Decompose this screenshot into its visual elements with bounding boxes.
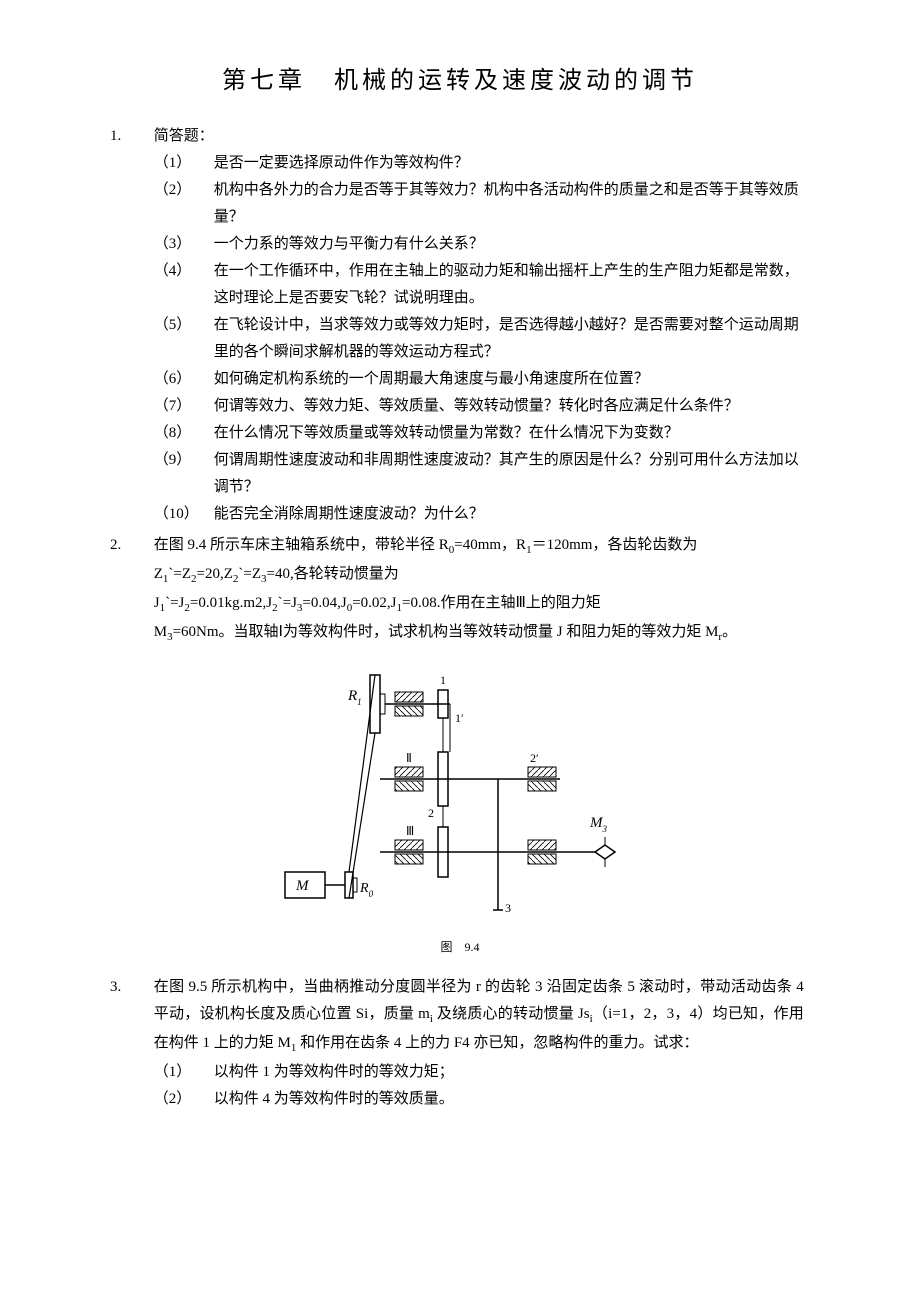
m3-label: M3 — [589, 815, 608, 834]
problem-text: J1`=J2=0.01kg.m2,J2`=J3=0.04,J0=0.02,J1=… — [154, 590, 804, 619]
label-1p: 1′ — [455, 711, 464, 725]
problem-2: 2. 在图 9.4 所示车床主轴箱系统中，带轮半径 R0=40mm，R1＝120… — [110, 532, 810, 647]
sub-item: （7）何谓等效力、等效力矩、等效质量、等效转动惯量？转化时各应满足什么条件？ — [154, 393, 804, 420]
sub-num: （10） — [154, 501, 214, 528]
sub-item: （6）如何确定机构系统的一个周期最大角速度与最小角速度所在位置？ — [154, 366, 804, 393]
sub-text: 在什么情况下等效质量或等效转动惯量为常数？在什么情况下为变数？ — [214, 420, 679, 447]
sub-text: 何谓周期性速度波动和非周期性速度波动？其产生的原因是什么？分别可用什么方法加以调… — [214, 447, 804, 501]
chapter-title: 第七章 机械的运转及速度波动的调节 — [110, 60, 810, 103]
sub-text: 何谓等效力、等效力矩、等效质量、等效转动惯量？转化时各应满足什么条件？ — [214, 393, 739, 420]
sub-text: 如何确定机构系统的一个周期最大角速度与最小角速度所在位置？ — [214, 366, 649, 393]
sub-num: （3） — [154, 231, 214, 258]
problem-3: 3. 在图 9.5 所示机构中，当曲柄推动分度圆半径为 r 的齿轮 3 沿固定齿… — [110, 974, 810, 1113]
problem-number: 2. — [110, 532, 150, 559]
sub-num: （1） — [154, 150, 214, 177]
problem-number: 1. — [110, 123, 150, 150]
sub-item: （1）以构件 1 为等效构件时的等效力矩； — [154, 1059, 804, 1086]
figure-caption: 图 9.4 — [110, 937, 810, 959]
sub-num: （9） — [154, 447, 214, 501]
problem-text: M3=60Nm。当取轴Ⅰ为等效构件时，试求机构当等效转动惯量 J 和阻力矩的等效… — [154, 619, 804, 648]
sub-num: （6） — [154, 366, 214, 393]
label-1: 1 — [440, 673, 446, 687]
motor-label: M — [295, 878, 310, 894]
sub-num: （1） — [154, 1059, 214, 1086]
sub-num: （8） — [154, 420, 214, 447]
label-3: 3 — [505, 901, 511, 915]
sub-text: 以构件 4 为等效构件时的等效质量。 — [214, 1086, 454, 1113]
sub-text: 以构件 1 为等效构件时的等效力矩； — [214, 1059, 454, 1086]
sub-text: 在一个工作循环中，作用在主轴上的驱动力矩和输出摇杆上产生的生产阻力矩都是常数，这… — [214, 258, 804, 312]
problem-text: 在图 9.4 所示车床主轴箱系统中，带轮半径 R0=40mm，R1＝120mm，… — [154, 532, 804, 561]
sub-item: （2）机构中各外力的合力是否等于其等效力？机构中各活动构件的质量之和是否等于其等… — [154, 177, 804, 231]
sub-text: 是否一定要选择原动件作为等效构件？ — [214, 150, 469, 177]
problem-head: 简答题： — [154, 123, 804, 150]
sub-num: （7） — [154, 393, 214, 420]
sub-item: （2）以构件 4 为等效构件时的等效质量。 — [154, 1086, 804, 1113]
sub-num: （2） — [154, 177, 214, 231]
label-2: 2 — [428, 806, 434, 820]
problem-text: Z1`=Z2=20,Z2`=Z3=40,各轮转动惯量为 — [154, 561, 804, 590]
r1-label: R1 — [347, 688, 362, 707]
sub-item: （10）能否完全消除周期性速度波动？为什么？ — [154, 501, 804, 528]
r0-label: R0 — [359, 881, 374, 899]
label-ii: Ⅱ — [406, 751, 412, 765]
sub-item: （9）何谓周期性速度波动和非周期性速度波动？其产生的原因是什么？分别可用什么方法… — [154, 447, 804, 501]
sub-text: 一个力系的等效力与平衡力有什么关系？ — [214, 231, 484, 258]
sub-text: 机构中各外力的合力是否等于其等效力？机构中各活动构件的质量之和是否等于其等效质量… — [214, 177, 804, 231]
problem-1: 1. 简答题： （1）是否一定要选择原动件作为等效构件？ （2）机构中各外力的合… — [110, 123, 810, 528]
label-iii: Ⅲ — [406, 824, 414, 838]
sub-item: （8）在什么情况下等效质量或等效转动惯量为常数？在什么情况下为变数？ — [154, 420, 804, 447]
sub-item: （4）在一个工作循环中，作用在主轴上的驱动力矩和输出摇杆上产生的生产阻力矩都是常… — [154, 258, 804, 312]
sub-num: （4） — [154, 258, 214, 312]
sub-num: （2） — [154, 1086, 214, 1113]
problem-text: 在图 9.5 所示机构中，当曲柄推动分度圆半径为 r 的齿轮 3 沿固定齿条 5… — [154, 974, 804, 1059]
figure-9-4: M R0 R1 1 1′ Ⅱ 2 — [110, 662, 810, 959]
sub-item: （3）一个力系的等效力与平衡力有什么关系？ — [154, 231, 804, 258]
sub-text: 能否完全消除周期性速度波动？为什么？ — [214, 501, 484, 528]
sub-item: （5）在飞轮设计中，当求等效力或等效力矩时，是否选得越小越好？是否需要对整个运动… — [154, 312, 804, 366]
sub-item: （1）是否一定要选择原动件作为等效构件？ — [154, 150, 804, 177]
sub-text: 在飞轮设计中，当求等效力或等效力矩时，是否选得越小越好？是否需要对整个运动周期里… — [214, 312, 804, 366]
label-2p: 2′ — [530, 751, 539, 765]
sub-num: （5） — [154, 312, 214, 366]
lathe-diagram: M R0 R1 1 1′ Ⅱ 2 — [280, 662, 640, 922]
problem-number: 3. — [110, 974, 150, 1001]
